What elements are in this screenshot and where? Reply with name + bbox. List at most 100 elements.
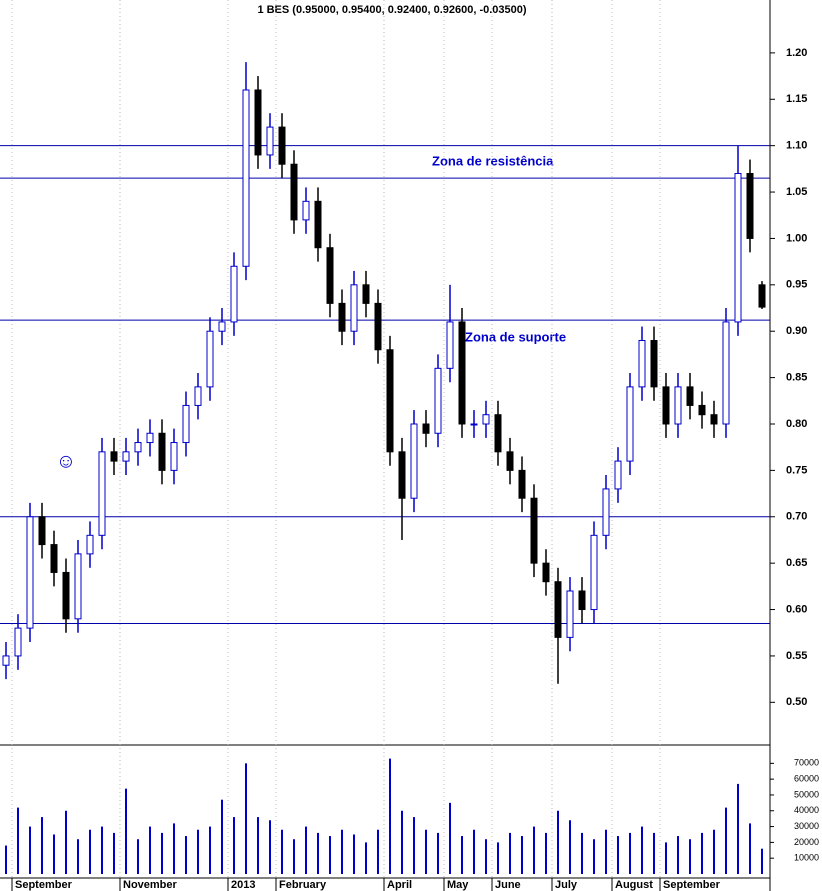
candle-body [650,339,658,388]
volume-bar [665,842,667,874]
volume-tick-label: 70000 [794,758,819,768]
candle-body [278,126,286,165]
y-tick-label: 0.55 [786,650,807,662]
volume-bar [545,832,547,874]
volume-bar [557,810,559,874]
candle-body [326,247,334,304]
y-tick-label: 0.70 [786,511,807,523]
volume-bar [89,829,91,874]
volume-bar [497,842,499,874]
candle-body [542,562,550,583]
volume-bar [461,836,463,874]
volume-bar [305,826,307,874]
volume-bar [29,826,31,874]
candle-body [122,451,130,462]
y-tick-label: 0.80 [786,418,807,430]
volume-bar [749,823,751,874]
candle-body [266,126,274,156]
y-tick-label: 1.15 [786,93,807,105]
volume-bar [41,817,43,874]
y-tick-label: 0.60 [786,603,807,615]
volume-tick-label: 30000 [794,821,819,831]
candle-body [482,414,490,425]
x-tick-label: May [447,879,469,891]
candle-body [170,442,178,471]
annotation: Zona de resistência [432,153,554,168]
x-tick-label: July [555,879,578,891]
candle-body [2,655,10,666]
y-tick-label: 1.00 [786,232,807,244]
volume-bar [641,826,643,874]
annotation: Zona de suporte [465,329,566,344]
x-tick-label: August [615,879,653,891]
candle-body [374,302,382,351]
candle-body [86,534,94,555]
volume-bar [413,817,415,874]
volume-bar [245,763,247,874]
volume-bar [737,783,739,874]
volume-bar [761,848,763,874]
candle-body [314,200,322,249]
candle-body [698,404,706,416]
volume-bar [353,834,355,874]
volume-bar [713,829,715,874]
chart-title: 1 BES (0.95000, 0.95400, 0.92400, 0.9260… [257,4,526,16]
candle-body [638,339,646,388]
candle-body [398,451,406,499]
x-tick-label: September [663,879,721,891]
volume-bar [617,836,619,874]
volume-bar [173,823,175,874]
volume-bar [77,839,79,874]
x-tick-label: September [15,879,73,891]
volume-bar [17,807,19,874]
volume-bar [161,832,163,874]
candle-body [242,89,250,267]
y-tick-label: 0.85 [786,372,807,384]
candle-body [386,349,394,453]
y-tick-label: 1.20 [786,47,807,59]
y-tick-label: 0.95 [786,279,807,291]
annotation: ☺ [56,450,76,472]
volume-bar [317,832,319,874]
candle-body [290,163,298,221]
volume-tick-label: 50000 [794,789,819,799]
candle-body [38,516,46,546]
candle-body [230,265,238,323]
candle-body [446,321,454,369]
volume-bar [521,836,523,874]
volume-bar [233,817,235,874]
candle-body [50,544,58,573]
x-tick-label: April [387,879,412,891]
candle-body [134,442,142,453]
candle-body [734,172,742,323]
volume-bar [449,802,451,874]
volume-bar [5,845,7,874]
volume-bar [209,826,211,874]
volume-bar [389,758,391,874]
volume-bar [257,817,259,874]
volume-bar [125,788,127,874]
volume-bar [653,832,655,874]
candle-body [674,386,682,425]
candle-body [530,497,538,564]
y-tick-label: 0.75 [786,464,807,476]
volume-bar [221,799,223,874]
candle-body [602,488,610,536]
volume-bar [509,832,511,874]
candle-body [662,386,670,425]
volume-bar [569,820,571,874]
y-tick-label: 0.50 [786,696,807,708]
volume-bar [677,836,679,874]
candle-body [758,284,766,308]
candle-body [410,423,418,499]
volume-bar [533,826,535,874]
x-tick-label: November [123,879,178,891]
candle-body [590,534,598,611]
volume-bar [689,839,691,874]
candle-body [182,404,190,444]
candle-body [254,89,262,156]
y-tick-label: 1.05 [786,186,807,198]
candle-body [350,284,358,332]
candle-body [506,451,514,471]
